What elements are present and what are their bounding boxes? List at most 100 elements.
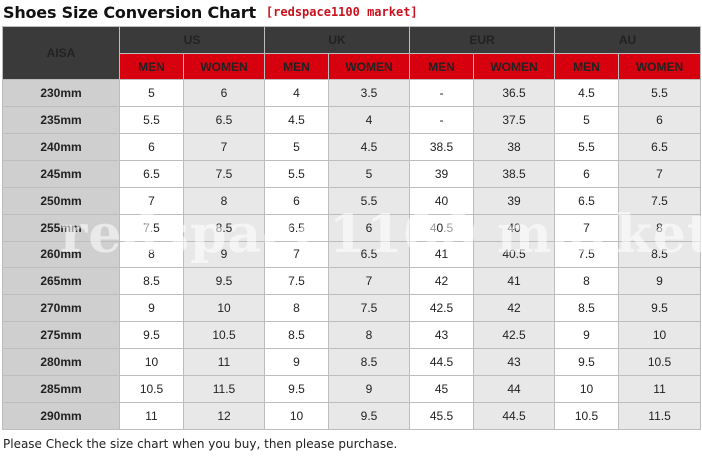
au-women-cell: 7.5 [618, 186, 702, 215]
eur-men-cell: - [409, 79, 475, 107]
au-women-cell: 10 [618, 321, 702, 350]
uk-women-header: WOMEN [328, 53, 411, 80]
au-women-cell: 8 [618, 213, 702, 242]
uk-men-cell: 9.5 [264, 375, 330, 404]
us-men-cell: 6 [119, 132, 184, 161]
eur-women-cell: 36.5 [473, 79, 556, 107]
us-men-cell: 10.5 [119, 375, 184, 404]
size-cell: 255mm [2, 213, 120, 242]
us-women-cell: 11.5 [182, 375, 266, 404]
uk-women-cell: 7.5 [328, 294, 411, 323]
uk-women-cell: 9.5 [328, 402, 411, 430]
footer-note: Please Check the size chart when you buy… [3, 437, 398, 451]
eur-women-cell: 44 [473, 375, 556, 404]
size-cell: 270mm [2, 294, 120, 323]
eur-men-cell: 40.5 [409, 213, 475, 242]
region-header-eur: EUR [409, 26, 556, 54]
us-women-cell: 6.5 [182, 105, 266, 134]
uk-men-cell: 6.5 [264, 213, 330, 242]
uk-women-cell: 5.5 [328, 186, 411, 215]
eur-women-cell: 41 [473, 267, 556, 296]
eur-men-header: MEN [409, 53, 475, 80]
eur-men-cell: - [409, 105, 475, 134]
au-women-cell: 8.5 [618, 240, 702, 269]
au-women-cell: 11.5 [618, 402, 702, 430]
au-women-header: WOMEN [618, 53, 702, 80]
eur-men-cell: 42.5 [409, 294, 475, 323]
us-women-cell: 9.5 [182, 267, 266, 296]
table-row: 280mm 10 11 9 8.5 44.5 43 9.5 10.5 [2, 348, 702, 377]
uk-women-cell: 8.5 [328, 348, 411, 377]
eur-men-cell: 45.5 [409, 402, 475, 430]
table-row: 285mm 10.5 11.5 9.5 9 45 44 10 11 [2, 375, 702, 404]
eur-men-cell: 39 [409, 159, 475, 188]
au-men-cell: 9.5 [554, 348, 620, 377]
uk-men-cell: 8.5 [264, 321, 330, 350]
eur-women-cell: 40.5 [473, 240, 556, 269]
eur-men-cell: 40 [409, 186, 475, 215]
eur-women-header: WOMEN [473, 53, 556, 80]
eur-women-cell: 42 [473, 294, 556, 323]
uk-women-cell: 6 [328, 213, 411, 242]
store-tag: [redspace1100 market] [265, 5, 418, 19]
us-women-header: WOMEN [182, 53, 266, 80]
us-men-cell: 7 [119, 186, 184, 215]
au-women-cell: 6.5 [618, 132, 702, 161]
table-row: 265mm 8.5 9.5 7.5 7 42 41 8 9 [2, 267, 702, 296]
us-women-cell: 8 [182, 186, 266, 215]
size-cell: 240mm [2, 132, 120, 161]
uk-women-cell: 9 [328, 375, 411, 404]
au-women-cell: 9 [618, 267, 702, 296]
eur-women-cell: 37.5 [473, 105, 556, 134]
au-women-cell: 9.5 [618, 294, 702, 323]
au-women-cell: 6 [618, 105, 702, 134]
size-cell: 235mm [2, 105, 120, 134]
table-row: 290mm 11 12 10 9.5 45.5 44.5 10.5 11.5 [2, 402, 702, 430]
table-row: 245mm 6.5 7.5 5.5 5 39 38.5 6 7 [2, 159, 702, 188]
us-men-cell: 5.5 [119, 105, 184, 134]
us-women-cell: 10 [182, 294, 266, 323]
eur-women-cell: 39 [473, 186, 556, 215]
region-header-au: AU [554, 26, 702, 54]
au-women-cell: 5.5 [618, 79, 702, 107]
us-women-cell: 9 [182, 240, 266, 269]
au-men-cell: 9 [554, 321, 620, 350]
au-women-cell: 10.5 [618, 348, 702, 377]
us-women-cell: 10.5 [182, 321, 266, 350]
eur-men-cell: 43 [409, 321, 475, 350]
table-row: 230mm 5 6 4 3.5-36.5 4.5 5.5 [2, 79, 702, 107]
uk-women-cell: 4 [328, 105, 411, 134]
page-title: Shoes Size Conversion Chart [3, 2, 256, 22]
uk-men-cell: 5.5 [264, 159, 330, 188]
uk-men-cell: 7.5 [264, 267, 330, 296]
us-women-cell: 7 [182, 132, 266, 161]
uk-men-cell: 10 [264, 402, 330, 430]
table-row: 275mm 9.5 10.5 8.5 8 43 42.5 9 10 [2, 321, 702, 350]
size-cell: 290mm [2, 402, 120, 430]
au-men-cell: 6.5 [554, 186, 620, 215]
us-men-cell: 10 [119, 348, 184, 377]
size-cell: 250mm [2, 186, 120, 215]
au-men-cell: 10 [554, 375, 620, 404]
uk-men-cell: 8 [264, 294, 330, 323]
us-men-cell: 8 [119, 240, 184, 269]
uk-women-cell: 7 [328, 267, 411, 296]
size-conversion-table: AISA US UK EUR AU MEN WOMEN MEN WOMEN ME… [2, 26, 702, 430]
size-cell: 245mm [2, 159, 120, 188]
size-cell: 285mm [2, 375, 120, 404]
au-men-cell: 7.5 [554, 240, 620, 269]
size-cell: 230mm [2, 79, 120, 107]
us-men-cell: 5 [119, 79, 184, 107]
us-women-cell: 11 [182, 348, 266, 377]
eur-women-cell: 43 [473, 348, 556, 377]
us-women-cell: 7.5 [182, 159, 266, 188]
au-men-cell: 10.5 [554, 402, 620, 430]
eur-women-cell: 38 [473, 132, 556, 161]
table-body: 230mm 5 6 4 3.5-36.5 4.5 5.5 235mm 5.5 6.5 4.5 4-37… [2, 79, 702, 430]
eur-women-cell: 44.5 [473, 402, 556, 430]
us-men-header: MEN [119, 53, 184, 80]
table-row: 250mm 7 8 6 5.5 40 39 6.5 7.5 [2, 186, 702, 215]
eur-men-cell: 38.5 [409, 132, 475, 161]
au-women-cell: 11 [618, 375, 702, 404]
us-men-cell: 6.5 [119, 159, 184, 188]
